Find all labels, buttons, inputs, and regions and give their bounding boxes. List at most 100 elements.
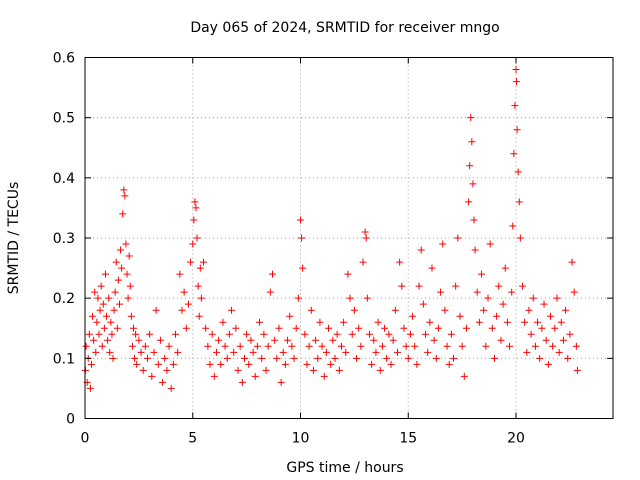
data-point (562, 306, 570, 314)
data-point (288, 342, 296, 350)
data-point (249, 348, 257, 356)
data-point (189, 240, 197, 248)
data-point (501, 264, 509, 272)
data-point (210, 372, 218, 380)
data-point (268, 270, 276, 278)
data-point (82, 342, 90, 350)
data-point (513, 126, 521, 134)
data-point (470, 216, 478, 224)
data-point (124, 294, 132, 302)
data-point (508, 288, 516, 296)
data-point (204, 342, 212, 350)
data-point (193, 234, 201, 242)
data-point (135, 336, 143, 344)
data-point (290, 354, 298, 362)
data-point (521, 318, 529, 326)
data-point (126, 282, 134, 290)
grid (85, 57, 613, 419)
y-tick-label: 0 (66, 412, 75, 428)
data-point (515, 198, 523, 206)
data-point (495, 282, 503, 290)
data-point (260, 330, 268, 338)
data-point (432, 354, 440, 362)
data-point (277, 378, 285, 386)
data-point (223, 354, 231, 362)
data-point (475, 318, 483, 326)
y-tick-label: 0.6 (53, 51, 75, 67)
data-point (141, 342, 149, 350)
data-point (329, 336, 337, 344)
data-point (398, 282, 406, 290)
data-point (542, 336, 550, 344)
data-point (445, 360, 453, 368)
data-point (161, 354, 169, 362)
data-point (230, 348, 238, 356)
data-point (478, 270, 486, 278)
data-point (424, 348, 432, 356)
plot-frame (84, 57, 614, 419)
data-point (372, 348, 380, 356)
data-point (100, 324, 108, 332)
data-point (148, 372, 156, 380)
data-point (355, 324, 363, 332)
data-point (167, 384, 175, 392)
data-point (402, 342, 410, 350)
data-point (133, 360, 141, 368)
data-point (232, 324, 240, 332)
data-point (109, 354, 117, 362)
axes: 0 0.1 0.2 0.3 0.4 0.5 0.6 0 5 10 15 20 (53, 51, 613, 447)
data-point (385, 330, 393, 338)
data-point (256, 318, 264, 326)
data-point (118, 264, 126, 272)
data-point (426, 318, 434, 326)
y-tick-label: 0.4 (53, 171, 75, 187)
data-point (488, 324, 496, 332)
data-point (441, 306, 449, 314)
data-point (98, 342, 106, 350)
data-point (415, 282, 423, 290)
data-point (152, 306, 160, 314)
data-point (92, 348, 100, 356)
data-point (471, 246, 479, 254)
data-point (174, 348, 182, 356)
data-point (234, 366, 242, 374)
data-point (106, 348, 114, 356)
data-point (551, 324, 559, 332)
data-point (314, 354, 322, 362)
data-point (353, 354, 361, 362)
data-point (509, 222, 517, 230)
x-tick-label: 10 (292, 431, 310, 447)
data-point (206, 360, 214, 368)
data-point (568, 258, 576, 266)
data-point (281, 360, 289, 368)
data-point (518, 282, 526, 290)
data-point (137, 348, 145, 356)
data-point (482, 342, 490, 350)
data-point (243, 330, 251, 338)
data-point (374, 318, 382, 326)
data-point (469, 180, 477, 188)
data-point (94, 294, 102, 302)
data-point (361, 228, 369, 236)
data-point (344, 270, 352, 278)
data-point (486, 240, 494, 248)
data-point (212, 348, 220, 356)
data-point (497, 336, 505, 344)
data-point (493, 312, 501, 320)
data-point (557, 318, 565, 326)
data-point (439, 240, 447, 248)
data-point (318, 342, 326, 350)
data-point (525, 306, 533, 314)
data-point (184, 300, 192, 308)
data-point (301, 330, 309, 338)
data-point (101, 270, 109, 278)
data-point (484, 294, 492, 302)
data-point (553, 294, 561, 302)
data-point (273, 354, 281, 362)
y-axis-label: SRMTID / TECUs (6, 182, 22, 295)
x-tick-label: 15 (399, 431, 417, 447)
data-point (180, 288, 188, 296)
data-point (238, 378, 246, 386)
data-point (529, 294, 537, 302)
data-point (468, 138, 476, 146)
